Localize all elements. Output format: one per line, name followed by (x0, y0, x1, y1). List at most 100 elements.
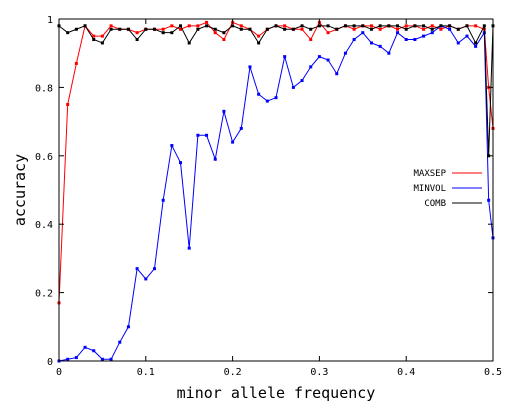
data-point-comb (439, 24, 443, 28)
data-point-maxsep (352, 27, 356, 31)
data-point-minvol (179, 161, 183, 165)
data-point-comb (152, 27, 156, 31)
tick-label-layer: 0 0.1 0.2 0.3 0.4 0.5 0 0.2 0.4 0.6 0.8 1 (35, 15, 502, 378)
series-line-comb (58, 25, 494, 156)
data-point-minvol (231, 140, 235, 144)
data-point-comb (205, 24, 209, 28)
data-point-maxsep (170, 24, 174, 28)
data-point-comb (83, 24, 87, 28)
data-point-minvol (274, 96, 278, 100)
data-point-minvol (187, 246, 191, 250)
data-point-comb (231, 24, 235, 28)
axes-layer (58, 18, 494, 362)
data-point-maxsep (135, 31, 139, 35)
data-point-comb (404, 27, 408, 31)
x-tick-label: 0.5 (484, 367, 502, 378)
data-point-comb (343, 24, 347, 28)
data-point-minvol (300, 79, 304, 83)
data-point-comb (66, 31, 70, 35)
data-point-maxsep (222, 38, 226, 42)
data-point-comb (239, 27, 243, 31)
data-point-minvol (378, 44, 382, 48)
data-point-minvol (369, 41, 373, 45)
data-point-maxsep (439, 27, 443, 31)
data-point-minvol (413, 38, 417, 42)
data-point-minvol (396, 31, 400, 35)
data-point-comb (161, 31, 165, 35)
data-point-minvol (161, 198, 165, 202)
x-tick-label: 0.3 (310, 367, 328, 378)
data-point-minvol (317, 55, 321, 59)
data-point-maxsep (396, 27, 400, 31)
x-tick-label: 0 (56, 367, 62, 378)
data-point-minvol (83, 345, 87, 349)
data-point-comb (361, 24, 365, 28)
data-point-maxsep (74, 61, 78, 65)
data-point-maxsep (100, 34, 104, 38)
data-point-maxsep (309, 38, 313, 42)
series-line-minvol (58, 25, 494, 362)
data-point-comb (126, 27, 130, 31)
data-point-maxsep (205, 20, 209, 24)
data-point-maxsep (196, 24, 200, 28)
data-point-minvol (404, 38, 408, 42)
data-point-minvol (422, 34, 426, 38)
data-point-maxsep (369, 24, 373, 28)
data-point-minvol (474, 44, 478, 48)
data-point-minvol (343, 51, 347, 55)
data-point-maxsep (239, 24, 243, 28)
data-point-minvol (239, 126, 243, 130)
data-point-comb (274, 24, 278, 28)
data-point-comb (482, 24, 486, 28)
data-point-comb (413, 24, 417, 28)
data-point-minvol (196, 133, 200, 137)
data-point-minvol (66, 357, 70, 361)
data-point-comb (422, 24, 426, 28)
data-point-comb (396, 24, 400, 28)
data-point-maxsep (283, 24, 287, 28)
data-point-comb (118, 27, 122, 31)
data-point-maxsep (66, 103, 70, 106)
data-point-minvol (92, 349, 96, 353)
data-point-minvol (387, 51, 391, 55)
data-point-comb (257, 41, 261, 45)
data-point-comb (378, 24, 382, 28)
data-point-maxsep (326, 31, 330, 35)
data-point-comb (317, 24, 321, 28)
data-point-comb (265, 27, 269, 31)
data-point-comb (109, 27, 113, 31)
data-point-maxsep (179, 27, 183, 31)
y-axis-title: accuracy (11, 154, 29, 226)
data-point-minvol (144, 277, 148, 281)
data-point-comb (179, 24, 183, 28)
data-point-comb (170, 31, 174, 35)
data-point-minvol (465, 34, 469, 38)
data-point-minvol (352, 38, 356, 42)
data-point-comb (387, 24, 391, 28)
data-point-comb (187, 41, 191, 45)
legend-label-maxsep: MAXSEP (413, 169, 446, 179)
data-point-minvol (257, 92, 261, 96)
data-point-comb (335, 27, 339, 31)
data-point-minvol (265, 99, 269, 103)
data-point-minvol (152, 267, 156, 271)
data-point-comb (300, 24, 304, 28)
data-point-minvol (109, 357, 113, 361)
data-point-minvol (118, 340, 122, 344)
y-tick-label: 1 (47, 15, 53, 26)
data-point-minvol (283, 55, 287, 59)
data-point-comb (456, 27, 460, 31)
data-point-comb (135, 38, 139, 42)
data-point-maxsep (187, 24, 191, 28)
x-tick-label: 0.2 (224, 367, 242, 378)
data-point-minvol (213, 157, 217, 161)
data-point-comb (430, 27, 434, 31)
data-point-comb (309, 27, 313, 31)
data-point-minvol (291, 85, 295, 89)
data-point-maxsep (257, 34, 261, 38)
x-tick-label: 0.4 (397, 367, 415, 378)
data-point-comb (248, 27, 252, 31)
data-point-comb (352, 24, 356, 28)
